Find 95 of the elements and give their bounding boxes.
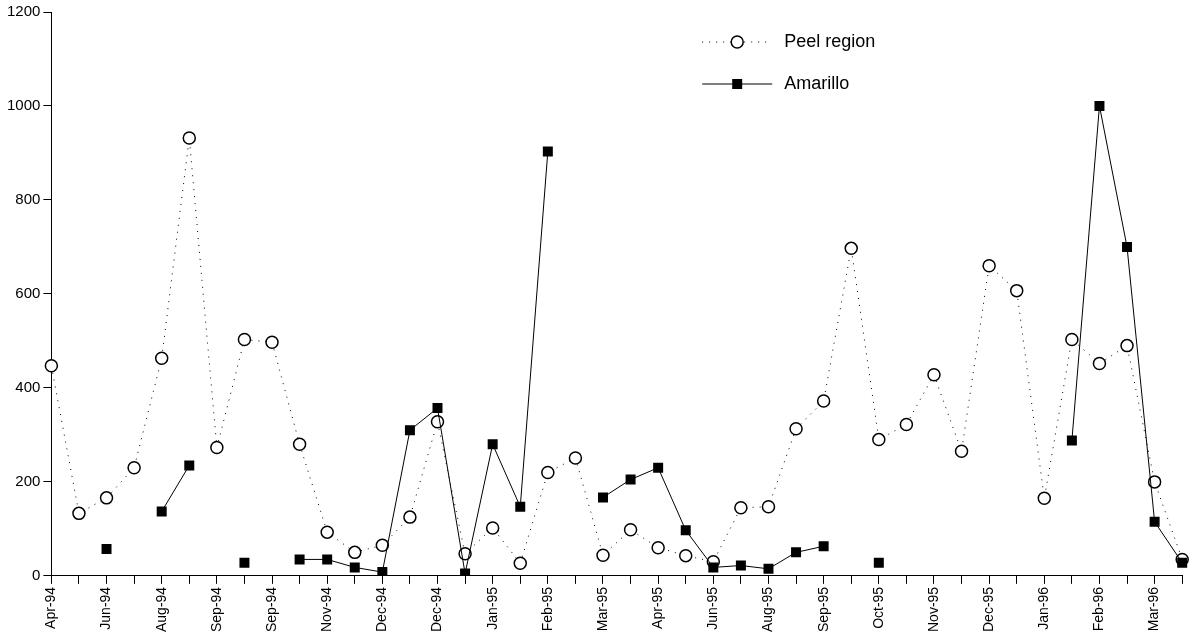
point <box>515 501 526 512</box>
legend-label: Peel region <box>784 30 876 51</box>
point <box>485 521 500 535</box>
point <box>872 432 886 447</box>
point <box>789 422 803 436</box>
x-tick-label: Sep-94 <box>262 586 279 633</box>
point <box>1149 516 1160 527</box>
x-tick-label: Nov-94 <box>318 586 335 632</box>
point <box>432 403 443 414</box>
x-tick-label: Dec-94 <box>373 586 390 632</box>
point <box>99 491 114 505</box>
point <box>292 437 307 452</box>
point <box>1009 283 1024 298</box>
point <box>708 562 719 573</box>
x-tick-label: Jan-96 <box>1035 586 1052 630</box>
y-tick-label: 0 <box>32 566 41 583</box>
y-tick-label: 800 <box>15 190 41 208</box>
point <box>184 460 195 471</box>
point <box>542 146 553 157</box>
point <box>403 510 417 524</box>
point <box>349 562 360 573</box>
point <box>513 556 527 570</box>
x-tick-label: Apr-95 <box>649 586 666 629</box>
point <box>1037 491 1052 506</box>
point <box>44 359 59 373</box>
point <box>678 548 693 563</box>
point <box>844 241 858 256</box>
point <box>154 351 169 366</box>
x-tick-label: Aug-95 <box>759 586 776 633</box>
x-tick-label: Oct-95 <box>869 586 886 629</box>
point <box>735 560 746 571</box>
point <box>1177 557 1188 568</box>
y-tick-label: 400 <box>15 378 41 396</box>
point <box>72 506 86 521</box>
x-tick-label: Apr-94 <box>42 586 59 629</box>
point <box>294 554 305 565</box>
x-tick-label: Feb-96 <box>1090 586 1107 632</box>
y-tick-label: 1200 <box>6 2 41 20</box>
x-tick-label: Jun-94 <box>97 586 114 630</box>
y-tick-label: 200 <box>15 472 41 490</box>
point <box>899 417 914 432</box>
x-tick-label: Mar-95 <box>593 586 610 632</box>
x-tick-label: Jan-95 <box>483 586 500 630</box>
point <box>598 492 608 503</box>
x-tick-label: Sep-95 <box>814 586 831 633</box>
x-tick-label: Dec-95 <box>979 586 996 632</box>
point <box>210 440 224 455</box>
point <box>1065 332 1079 347</box>
point <box>734 500 748 515</box>
point <box>1122 241 1133 252</box>
point <box>927 368 941 382</box>
point <box>377 567 388 576</box>
y-tick-label: 600 <box>15 284 41 302</box>
point <box>653 462 664 473</box>
point <box>320 525 334 539</box>
point <box>541 465 555 480</box>
y-tick-label: 1000 <box>6 96 41 114</box>
point <box>596 548 610 562</box>
point <box>623 523 638 537</box>
point <box>1094 100 1105 111</box>
point <box>237 332 252 347</box>
point <box>265 335 279 350</box>
x-tick-label: Nov-95 <box>924 586 941 632</box>
point <box>1120 338 1134 353</box>
point <box>182 131 197 145</box>
point <box>568 451 583 465</box>
point <box>982 258 996 273</box>
point <box>761 500 776 514</box>
point <box>404 425 415 436</box>
point <box>1092 356 1107 371</box>
point <box>625 474 636 485</box>
point <box>954 444 969 459</box>
point <box>651 540 665 555</box>
x-tick-label: Mar-96 <box>1145 586 1162 632</box>
point <box>818 541 829 552</box>
point <box>791 547 802 558</box>
point <box>816 394 831 408</box>
point <box>1066 435 1077 446</box>
point <box>322 554 333 565</box>
point <box>375 538 390 553</box>
x-tick-label: Feb-95 <box>538 586 555 632</box>
point <box>348 545 362 560</box>
point <box>763 563 774 574</box>
legend-label: Amarillo <box>784 72 850 93</box>
point <box>873 557 884 568</box>
point <box>156 506 167 517</box>
point <box>101 544 112 555</box>
x-tick-label: Dec-94 <box>428 586 445 632</box>
point <box>680 525 691 536</box>
point <box>487 439 498 450</box>
x-tick-label: Aug-94 <box>152 586 169 633</box>
x-tick-label: Jun-95 <box>704 586 721 630</box>
point <box>127 461 141 475</box>
x-tick-label: Sep-94 <box>207 586 224 633</box>
point <box>239 557 250 568</box>
